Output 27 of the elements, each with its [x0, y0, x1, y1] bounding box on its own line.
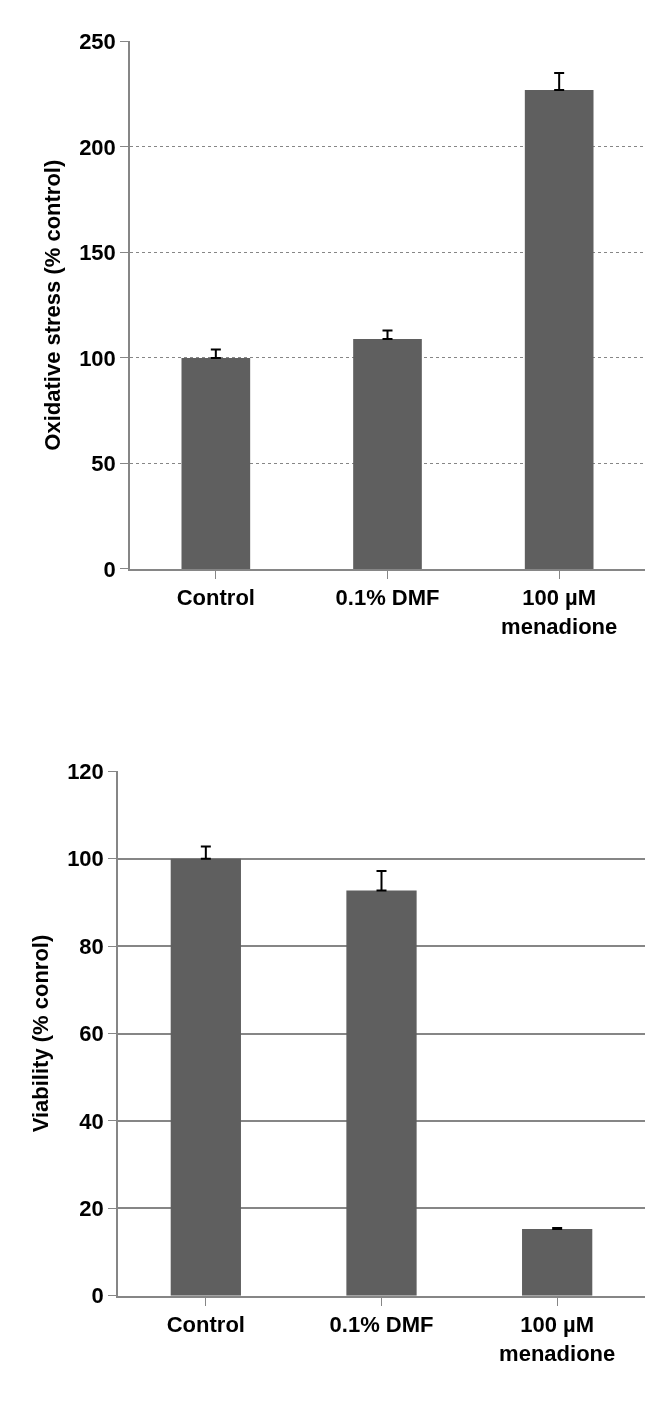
y-tick-label: 120 [67, 758, 104, 784]
y-tick-label: 0 [91, 1283, 104, 1309]
x-tick-label: 100 µM menadione [501, 585, 618, 639]
bar [353, 338, 422, 569]
y-tick-label: 100 [79, 345, 116, 371]
y-tick-label: 200 [79, 134, 116, 160]
x-tick-label: 0.1% DMF [335, 585, 440, 611]
x-tick-label: 100 µM menadione [499, 1311, 616, 1366]
x-tick-label: Control [176, 585, 255, 611]
y-tick-label: 100 [67, 846, 104, 872]
x-tick-label: Control [166, 1311, 245, 1337]
x-tick-label: 0.1% DMF [329, 1311, 434, 1337]
y-tick-label: 20 [79, 1196, 104, 1222]
y-tick-label: 50 [91, 451, 116, 477]
bar [346, 890, 417, 1296]
y-tick-label: 40 [79, 1108, 104, 1134]
y-tick-label: 80 [79, 933, 104, 959]
y-axis-title: Viability (% conrol) [28, 934, 54, 1133]
bar [170, 858, 241, 1296]
y-tick-label: 250 [79, 29, 116, 55]
y-axis-title: Oxidative stress (% control) [40, 159, 66, 451]
bar [181, 357, 251, 569]
y-tick-label: 60 [79, 1021, 104, 1047]
bar [522, 1228, 593, 1296]
bar [524, 90, 594, 569]
y-tick-label: 0 [103, 556, 116, 582]
y-tick-label: 150 [79, 240, 116, 266]
